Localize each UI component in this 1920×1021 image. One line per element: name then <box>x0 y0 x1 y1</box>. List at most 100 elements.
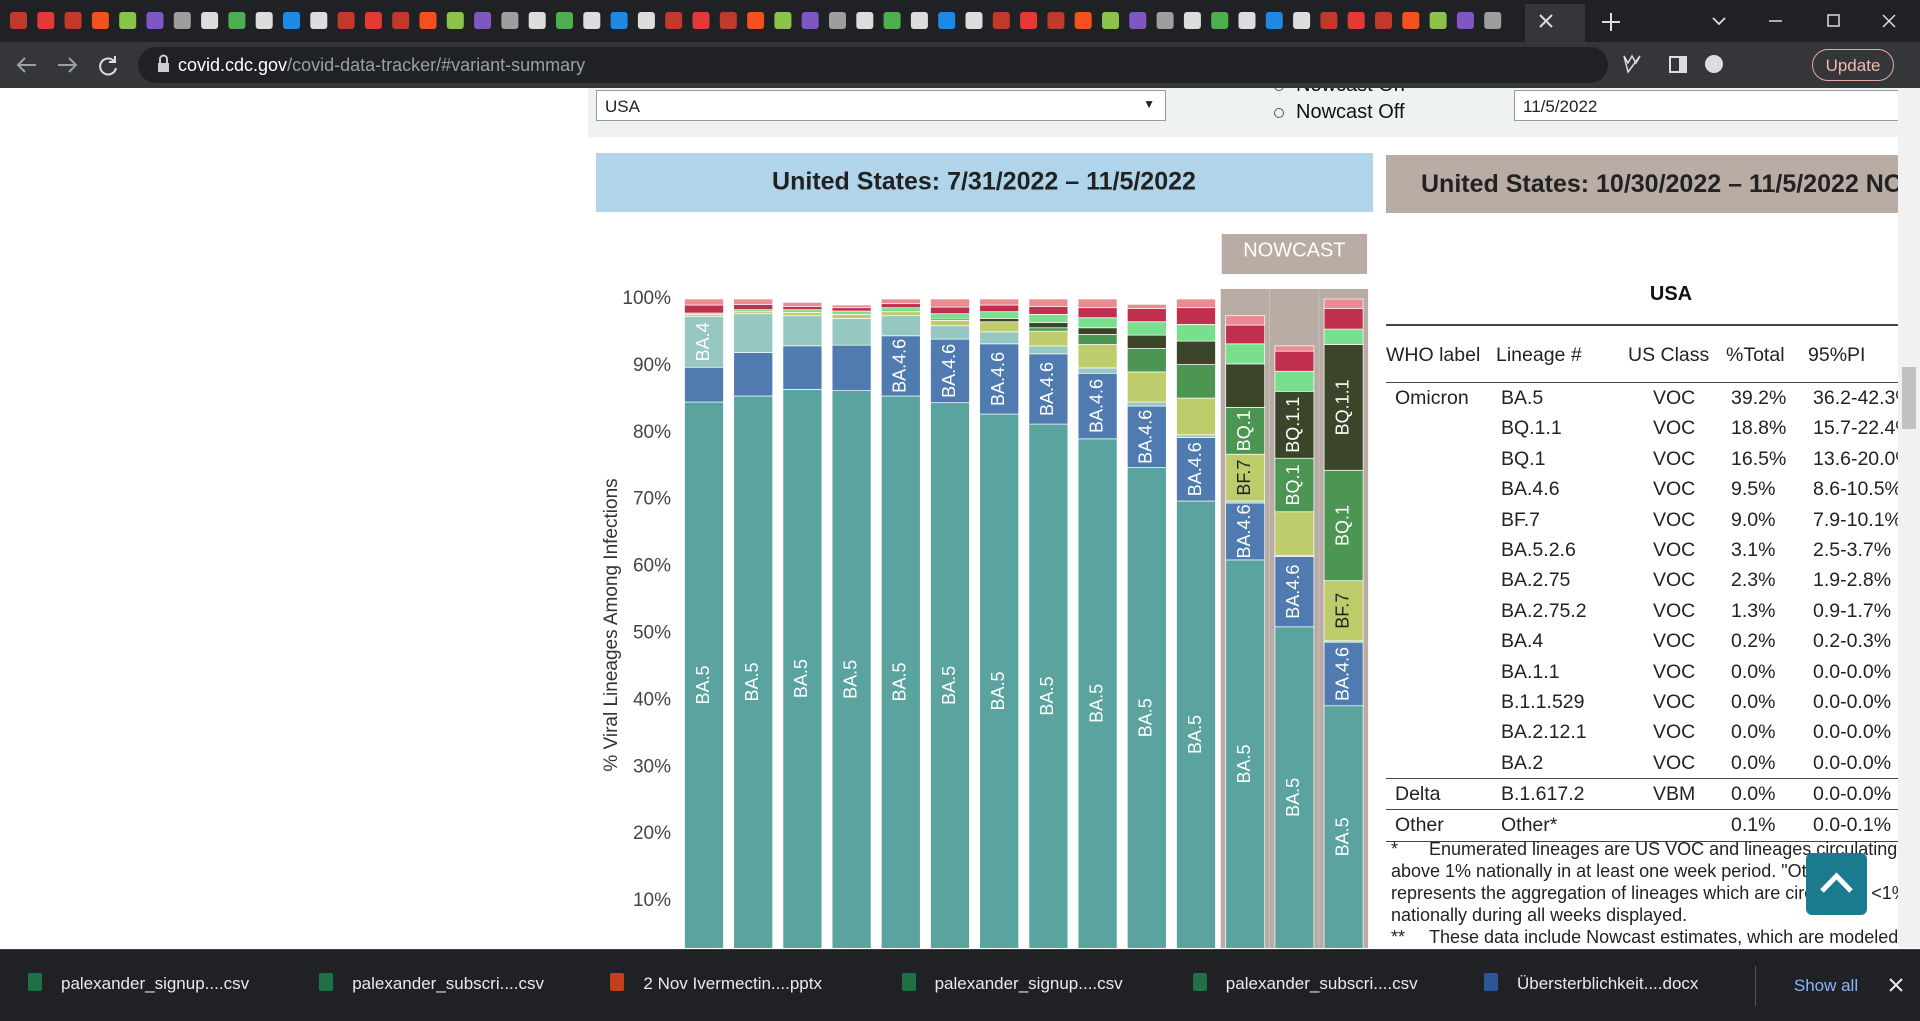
segment-label: BA.5 <box>1332 817 1352 856</box>
us-class: VOC <box>1653 417 1696 440</box>
region-select[interactable]: USA ▼ <box>596 90 1166 121</box>
tab-icon <box>938 12 956 29</box>
bar-segment <box>1274 345 1315 352</box>
segment-label: BA.4.6 <box>1086 379 1106 433</box>
download-item[interactable]: Übersterblichkeit....docx <box>1517 974 1699 993</box>
bar-segment <box>1176 434 1216 438</box>
download-item[interactable]: 2 Nov Ivermectin....pptx <box>643 974 822 993</box>
radio-option[interactable]: Nowcast Off <box>1274 99 1405 126</box>
segment-label: BA.5 <box>791 659 811 698</box>
back-to-top[interactable] <box>1806 853 1867 915</box>
segment-label: BA.5 <box>1037 677 1057 716</box>
tab-icon <box>337 12 355 29</box>
bar-segment <box>1176 298 1216 309</box>
bar-segment <box>979 304 1020 313</box>
reload[interactable] <box>99 56 117 76</box>
active-tab[interactable] <box>1525 4 1585 42</box>
tab-icon <box>474 12 492 29</box>
chart-title-box <box>596 153 1373 212</box>
download-item[interactable]: palexander_subscri....csv <box>1225 974 1418 993</box>
header-rule <box>1386 382 1898 383</box>
bar-segment <box>1126 371 1167 403</box>
bar-segment <box>1176 397 1216 436</box>
lineage: BA.2.75.2 <box>1501 599 1587 622</box>
y-axis-title: % Viral Lineages Among Infections <box>601 478 622 771</box>
segment-label: BA.5 <box>840 660 860 699</box>
bar-segment <box>880 335 921 397</box>
tab-icon <box>692 12 710 29</box>
y-tick-label: 90% <box>633 355 671 376</box>
footnote: * Enumerated lineages are US VOC and line… <box>1391 838 1898 926</box>
table-row: B.1.1.529 VOC 0.0% 0.0-0.0% <box>1386 687 1898 717</box>
table-row: BA.2.12.1 VOC 0.0% 0.0-0.0% <box>1386 717 1898 747</box>
download-item[interactable]: palexander_subscri....csv <box>352 974 545 993</box>
bar-segment <box>782 345 823 390</box>
bar-segment <box>880 298 921 305</box>
omnibox[interactable]: covid.cdc.gov/covid-data-tracker/#varian… <box>138 47 1608 83</box>
tab-icon <box>1211 12 1229 29</box>
bar-segment <box>1126 334 1167 349</box>
scrollbar[interactable] <box>1898 88 1920 948</box>
tab-close[interactable] <box>1539 14 1553 28</box>
bar-segment <box>1028 353 1069 425</box>
lineage: BQ.1 <box>1501 447 1546 470</box>
download-item[interactable]: palexander_signup....csv <box>934 974 1123 993</box>
profile[interactable] <box>1705 55 1723 73</box>
table-row: BA.2.75 VOC 2.3% 1.9-2.8% <box>1386 565 1898 595</box>
file-icon <box>1192 973 1207 991</box>
segment-label: BA.4 <box>693 322 713 361</box>
nowcast-radios: Nowcast On Nowcast Off <box>1274 88 1405 126</box>
footnote-mark: ** <box>1391 927 1406 947</box>
scroll-thumb[interactable] <box>1902 367 1916 429</box>
file-icon <box>1484 973 1498 991</box>
percent-total: 3.1% <box>1731 538 1776 561</box>
maximize[interactable] <box>1827 14 1840 27</box>
bar-segment <box>1077 298 1118 309</box>
back[interactable] <box>16 57 36 73</box>
radio-option[interactable]: Nowcast On <box>1274 88 1405 99</box>
percent-total: 0.0% <box>1731 783 1776 806</box>
tab-icons <box>10 4 1896 42</box>
download-item[interactable]: palexander_signup....csv <box>61 974 250 993</box>
update-button[interactable]: Update <box>1812 49 1894 81</box>
us-class: VOC <box>1653 660 1696 683</box>
lineage: BQ.1.1 <box>1501 417 1562 440</box>
date-input[interactable]: 11/5/2022 <box>1514 90 1898 121</box>
footnote: ** These data include Nowcast estimates, … <box>1391 926 1898 948</box>
bar-segment <box>831 390 872 948</box>
tab-icon <box>610 12 628 29</box>
close-downloads[interactable] <box>1881 970 1911 1000</box>
who-label: Delta <box>1395 783 1441 806</box>
toolbar-icons <box>1623 54 1723 74</box>
segment-label: BF.7 <box>1234 460 1254 496</box>
bar-segment <box>1077 344 1118 369</box>
tab-icon <box>173 12 191 29</box>
tab-icon <box>801 12 819 29</box>
tab-icon <box>665 12 683 29</box>
bar-segment <box>733 298 774 305</box>
percent-total: 9.0% <box>1731 508 1776 531</box>
tab-icon <box>856 12 874 29</box>
tab-icon <box>1129 12 1147 29</box>
tab-icon <box>201 12 219 29</box>
column-header: Lineage # <box>1496 344 1582 366</box>
tab-icon <box>528 12 546 29</box>
tab-icon <box>1102 12 1119 29</box>
tab-icon <box>774 12 792 29</box>
new-tab[interactable] <box>1602 13 1620 31</box>
bar-segment <box>831 304 872 309</box>
tab-icon <box>310 12 328 29</box>
show-all[interactable]: Show all <box>1755 966 1896 1006</box>
close-window[interactable] <box>1882 14 1896 28</box>
bar-segment <box>1225 324 1266 345</box>
bar-segment <box>1077 327 1118 335</box>
forward[interactable] <box>58 57 78 73</box>
group-rule <box>1386 809 1898 811</box>
table-row: Delta B.1.617.2 VBM 0.0% 0.0-0.0% <box>1386 779 1898 809</box>
percent-total: 0.1% <box>1731 814 1776 837</box>
tab-icon <box>1347 12 1365 29</box>
tab-icon <box>910 12 928 29</box>
star[interactable] <box>1623 54 1641 74</box>
bar-segment <box>782 306 823 311</box>
tab-search[interactable] <box>1712 17 1726 26</box>
